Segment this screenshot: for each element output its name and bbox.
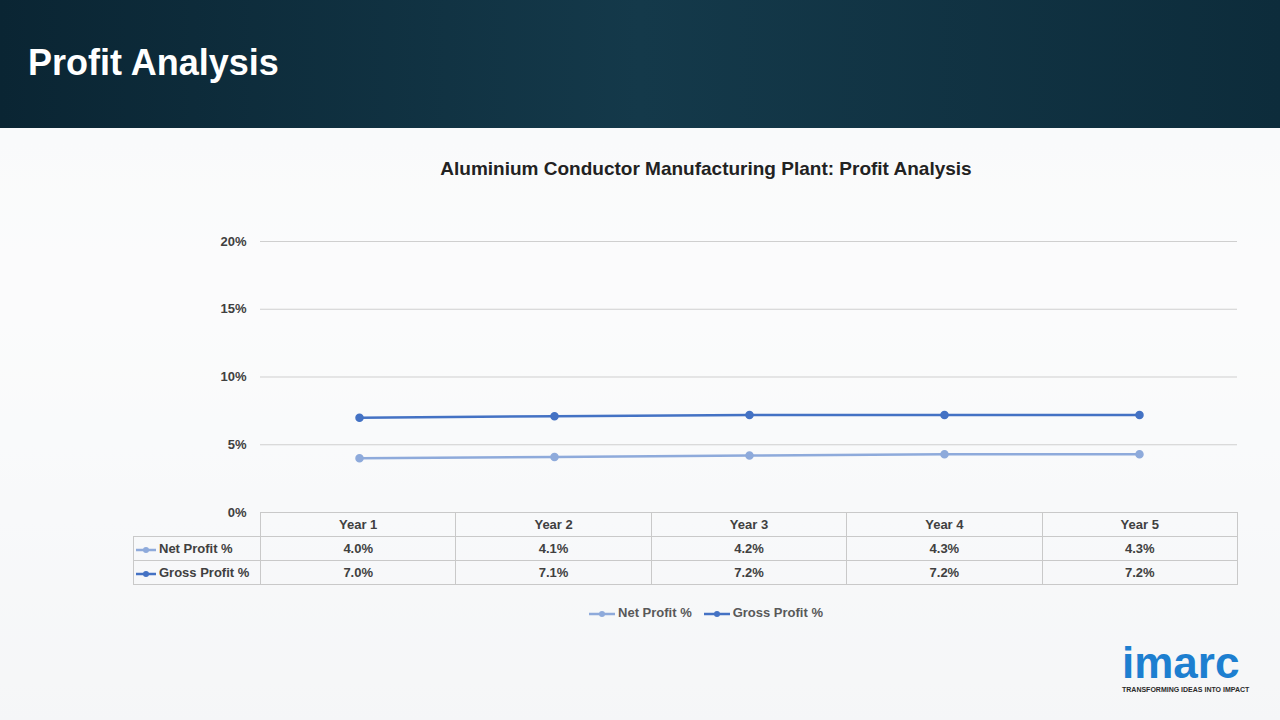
html-text:7.1%: 7.1% (538, 565, 569, 580)
svg-text:20%: 20% (220, 234, 246, 249)
svg-text:10%: 10% (220, 369, 246, 384)
html-text:4.0%: 4.0% (343, 541, 373, 556)
html-text:7.2%: 7.2% (734, 565, 764, 580)
html-text:Net Profit %: Net Profit % (618, 605, 692, 620)
html-text:Year 1: Year 1 (339, 517, 378, 532)
html-text:Year 5: Year 5 (1120, 517, 1159, 532)
html-text:Net Profit %: Net Profit % (159, 541, 233, 556)
html-text:4.2%: 4.2% (734, 541, 764, 556)
html-text:Gross Profit %: Gross Profit % (732, 605, 823, 620)
html-text:Year 3: Year 3 (729, 517, 769, 532)
html-text:Year 2: Year 2 (534, 517, 573, 532)
html-text:4.3%: 4.3% (929, 541, 960, 556)
html-text:imarc: imarc (1122, 638, 1240, 687)
html-text:4.1%: 4.1% (538, 541, 569, 556)
html-text:4.3%: 4.3% (1124, 541, 1155, 556)
html-text:Profit Analysis: Profit Analysis (28, 42, 279, 83)
svg-text:15%: 15% (220, 301, 246, 316)
html-text:7.2%: 7.2% (1124, 565, 1155, 580)
html-text:7.0%: 7.0% (343, 565, 373, 580)
svg-text:0%: 0% (228, 505, 247, 520)
html-text:Year 4: Year 4 (925, 517, 964, 532)
html-text:Gross Profit %: Gross Profit % (159, 565, 250, 580)
html-text:7.2%: 7.2% (929, 565, 960, 580)
svg-text:5%: 5% (228, 437, 247, 452)
html-text:Aluminium Conductor Manufactur: Aluminium Conductor Manufacturing Plant:… (440, 158, 972, 179)
html-text:TRANSFORMING IDEAS INTO IMPACT: TRANSFORMING IDEAS INTO IMPACT (1122, 686, 1250, 693)
